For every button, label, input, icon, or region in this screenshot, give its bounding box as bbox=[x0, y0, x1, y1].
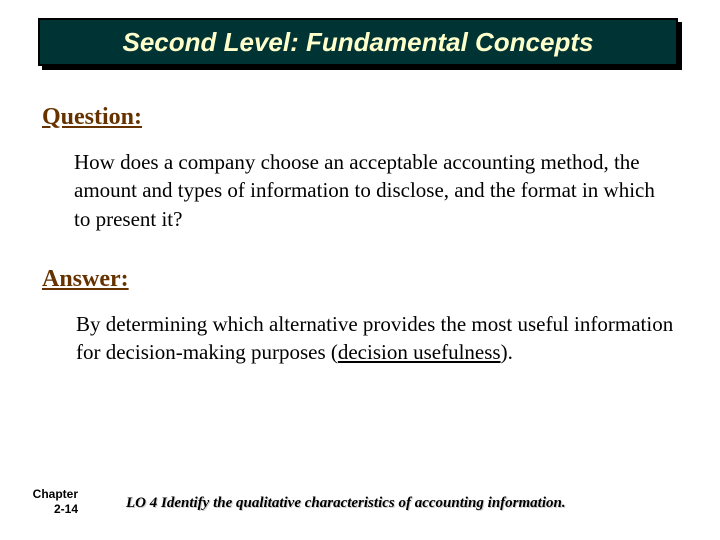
question-label: Question: bbox=[42, 104, 142, 131]
answer-body: By determining which alternative provide… bbox=[76, 310, 676, 367]
learning-objective: LO 4 Identify the qualitative characteri… bbox=[126, 495, 566, 512]
answer-post: ). bbox=[501, 340, 513, 364]
chapter-line2: 2-14 bbox=[54, 502, 78, 516]
answer-label: Answer: bbox=[42, 266, 129, 293]
answer-underlined: decision usefulness bbox=[338, 340, 501, 364]
title-banner: Second Level: Fundamental Concepts bbox=[38, 18, 678, 66]
title-box: Second Level: Fundamental Concepts bbox=[38, 18, 678, 66]
chapter-line1: Chapter bbox=[33, 487, 78, 501]
chapter-label: Chapter 2-14 bbox=[28, 487, 78, 516]
question-body: How does a company choose an acceptable … bbox=[74, 148, 674, 233]
title-text: Second Level: Fundamental Concepts bbox=[123, 27, 594, 58]
